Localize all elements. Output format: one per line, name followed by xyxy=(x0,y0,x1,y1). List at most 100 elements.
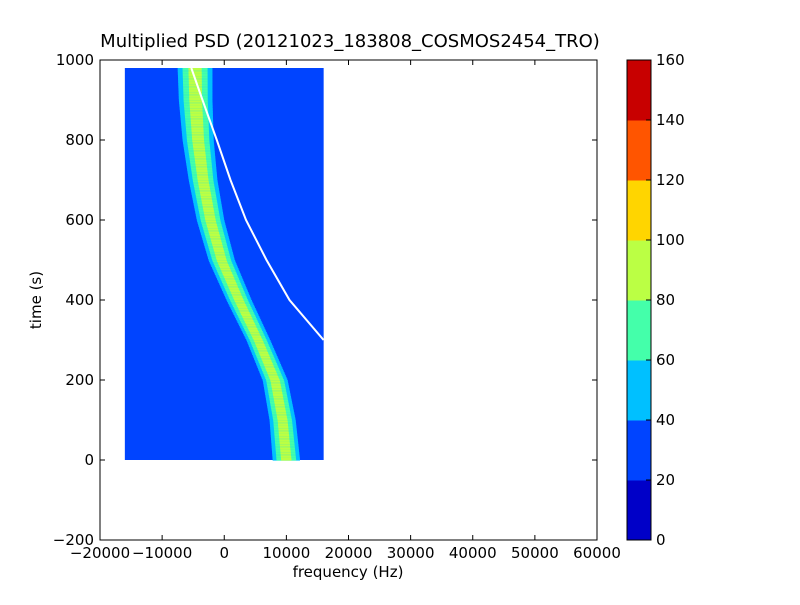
colorbar-tick-label: 60 xyxy=(656,351,675,369)
signal-band-cell xyxy=(200,194,212,197)
signal-band-cell xyxy=(237,306,248,309)
colorbar-tick-label: 20 xyxy=(656,471,675,489)
signal-band-cell xyxy=(279,442,290,445)
signal-band-cell xyxy=(274,402,285,405)
fit-curve-group xyxy=(190,67,325,341)
signal-band-cell xyxy=(216,256,227,259)
colorbar-tick-label: 80 xyxy=(656,291,675,309)
signal-band-cell xyxy=(278,431,289,434)
signal-band-cell xyxy=(195,165,208,168)
signal-band-cell xyxy=(252,336,262,339)
signal-band-cell xyxy=(192,136,204,139)
signal-band-cell xyxy=(188,72,202,75)
signal-band-cell xyxy=(279,437,290,440)
y-tick-label: 800 xyxy=(65,131,94,149)
signal-band-cell xyxy=(280,452,291,455)
signal-band-cell xyxy=(277,416,288,419)
signal-band-cell xyxy=(221,269,232,272)
signal-band-cell xyxy=(280,447,291,450)
signal-band-cell xyxy=(202,204,214,207)
signal-band-cell xyxy=(271,386,282,389)
signal-band-cell xyxy=(266,368,276,371)
signal-band-cell xyxy=(194,159,207,162)
signal-band-cell xyxy=(279,445,291,448)
signal-band-cell xyxy=(189,98,203,101)
signal-band-cell xyxy=(200,196,212,199)
signal-band-cell xyxy=(205,218,216,221)
signal-band-cell xyxy=(199,186,210,189)
signal-band-cell xyxy=(189,90,202,93)
signal-band-cell xyxy=(218,263,229,266)
signal-band-cell xyxy=(272,392,283,395)
signal-band-cell xyxy=(245,322,255,325)
signal-band-cell xyxy=(229,288,240,291)
signal-band-cell xyxy=(267,372,277,375)
signal-band-cell xyxy=(278,424,289,427)
signal-band-cell xyxy=(194,156,206,159)
signal-band-cell xyxy=(227,282,237,285)
colorbar-tick-label: 0 xyxy=(656,531,666,549)
colorbar-segment xyxy=(627,360,651,421)
signal-band-cell xyxy=(189,103,203,106)
signal-band-cell xyxy=(197,180,209,183)
signal-band-cell xyxy=(190,114,203,117)
signal-band-cell xyxy=(201,200,213,203)
signal-band-cell xyxy=(271,383,281,386)
signal-band-cell xyxy=(279,439,290,442)
y-tick-label: 200 xyxy=(65,371,94,389)
x-tick-label: 10000 xyxy=(263,544,311,562)
signal-band-cell xyxy=(215,253,226,256)
signal-band-cell xyxy=(219,264,230,267)
signal-band-cell xyxy=(204,212,215,215)
signal-band-cell xyxy=(191,132,204,135)
signal-band-cell xyxy=(191,125,204,128)
signal-band-cell xyxy=(202,202,213,205)
signal-band-cell xyxy=(204,216,216,219)
signal-band-cell xyxy=(228,285,239,288)
signal-band-cell xyxy=(265,367,275,370)
signal-band-cell xyxy=(198,181,209,184)
signal-band-cell xyxy=(244,320,255,323)
colorbar: 0 20 40 60 80 100 120 140 160 xyxy=(626,51,685,549)
signal-band-cell xyxy=(278,423,289,426)
signal-band-cell xyxy=(201,199,213,202)
psd-heatmap xyxy=(124,68,324,461)
signal-band-cell xyxy=(276,412,287,415)
signal-band-cell xyxy=(230,290,241,293)
signal-band-cell xyxy=(279,440,290,443)
signal-band-cell xyxy=(203,210,215,213)
signal-band-cell xyxy=(193,148,206,151)
signal-band-cell xyxy=(275,407,286,410)
signal-band-cell xyxy=(189,100,203,103)
signal-band-cell xyxy=(189,95,202,98)
y-axis-ticks: −200 0 200 400 600 800 1000 xyxy=(53,51,597,549)
signal-band-cell xyxy=(276,410,286,413)
colorbar-segment xyxy=(627,480,651,541)
y-tick-label: 400 xyxy=(65,291,94,309)
signal-band-cell xyxy=(211,239,222,242)
signal-band-cell xyxy=(191,124,204,127)
signal-band-cell xyxy=(203,207,214,210)
signal-band-cell xyxy=(188,68,202,71)
colorbar-segment xyxy=(627,180,651,241)
signal-band-cell xyxy=(276,413,287,416)
signal-band-cell xyxy=(189,108,203,111)
signal-band-cell xyxy=(197,175,209,178)
signal-band-cell xyxy=(219,266,230,269)
signal-band-cell xyxy=(223,274,234,277)
signal-band-cell xyxy=(280,455,292,458)
signal-band-cell xyxy=(190,117,203,120)
signal-band-cell xyxy=(213,247,224,250)
signal-band-cell xyxy=(277,418,288,421)
signal-band-cell xyxy=(199,189,211,192)
signal-band-cell xyxy=(196,168,208,171)
signal-band-cell xyxy=(280,450,291,453)
signal-band-cell xyxy=(222,272,233,275)
x-tick-label: 30000 xyxy=(387,544,435,562)
signal-band-cell xyxy=(251,333,261,336)
signal-band-cell xyxy=(196,170,208,173)
colorbar-segment xyxy=(627,60,651,121)
signal-band-cell xyxy=(274,400,285,403)
signal-band-cell xyxy=(191,133,204,136)
